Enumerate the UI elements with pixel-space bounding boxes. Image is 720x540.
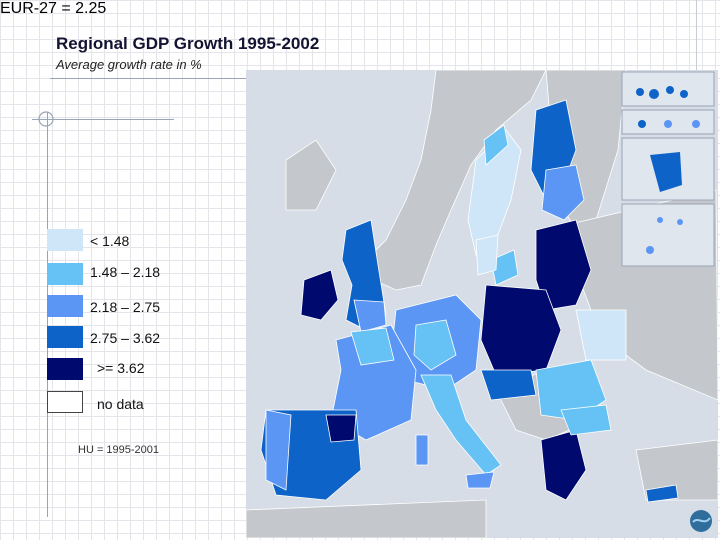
region-sicily xyxy=(465,471,495,489)
page-title: Regional GDP Growth 1995-2002 xyxy=(56,34,320,53)
title-rule xyxy=(50,78,250,79)
legend-label-4: 2.75 – 3.62 xyxy=(90,330,161,346)
hungary-note: HU = 1995-2001 xyxy=(78,444,160,456)
globe-logo-icon xyxy=(690,510,712,532)
legend-swatch-1 xyxy=(47,229,83,251)
crosshair-icon xyxy=(38,111,54,127)
inset-azores-madeira xyxy=(621,203,715,267)
legend-swatch-5 xyxy=(47,358,83,380)
legend-label-5: >= 3.62 xyxy=(97,360,145,376)
legend-label-1: < 1.48 xyxy=(90,233,130,249)
region-italy xyxy=(420,374,502,476)
british-isles xyxy=(300,219,387,333)
right-rule xyxy=(696,0,697,70)
nordic-regions xyxy=(467,99,585,286)
legend-label-3: 2.18 – 2.75 xyxy=(90,299,161,315)
region-bulgaria xyxy=(560,404,612,436)
legend-label-2: 1.48 – 2.18 xyxy=(90,264,161,280)
page-subtitle: Average growth rate in % xyxy=(56,57,202,72)
region-baltics xyxy=(535,219,592,311)
legend-horizontal-line xyxy=(32,119,174,120)
region-sardinia xyxy=(415,434,429,466)
legend-swatch-4 xyxy=(47,326,83,348)
legend-label-6: no data xyxy=(97,396,144,412)
legend-swatch-2 xyxy=(47,263,83,285)
legend-swatch-3 xyxy=(47,295,83,317)
iberia xyxy=(260,409,362,501)
region-france-north xyxy=(350,327,395,366)
legend-swatch-6 xyxy=(47,391,83,413)
eu-average-label: EUR-27 = 2.25 xyxy=(0,0,107,17)
region-cyprus xyxy=(645,484,679,503)
outermost-regions-insets xyxy=(621,71,715,267)
